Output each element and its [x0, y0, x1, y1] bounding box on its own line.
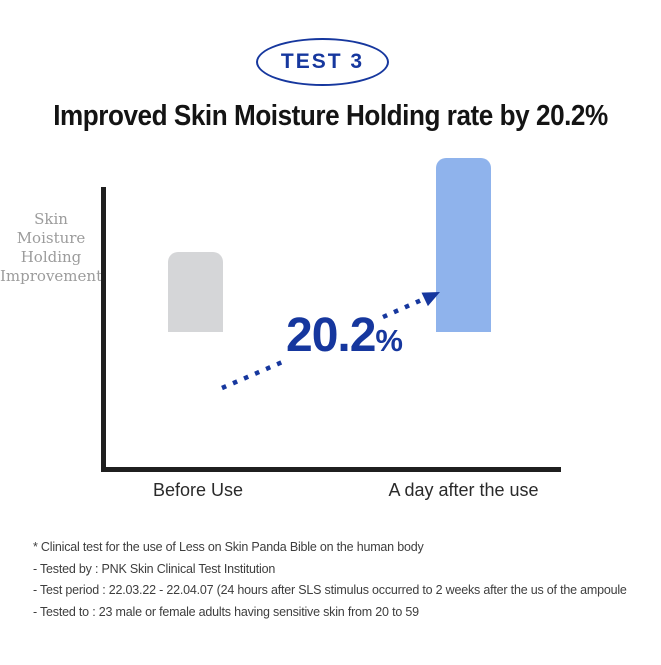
x-axis-line	[101, 467, 561, 472]
test-badge: TEST 3	[256, 38, 389, 86]
footnotes: * Clinical test for the use of Less on S…	[33, 537, 643, 623]
bar-after-use	[436, 158, 491, 332]
y-axis-label: Skin Moisture Holding Improvement	[0, 210, 102, 286]
arrow-segment-left	[221, 357, 288, 391]
x-tick-label-after-use: A day after the use	[388, 480, 539, 500]
footnote-line: * Clinical test for the use of Less on S…	[33, 540, 424, 554]
y-axis-label-line: Holding	[20, 248, 82, 266]
y-axis-label-line: Moisture	[16, 229, 86, 247]
y-axis-label-line: Skin	[34, 210, 68, 228]
footnote-line: - Test period : 22.03.22 - 22.04.07 (24 …	[33, 583, 627, 597]
percent-sign: %	[375, 323, 403, 358]
increase-arrow	[221, 292, 440, 391]
page-title: Improved Skin Moisture Holding rate by 2…	[53, 100, 608, 132]
test-badge-label: TEST 3	[280, 50, 365, 73]
y-axis-label-line: Improvement	[0, 267, 103, 285]
footnote-line: - Tested to : 23 male or female adults h…	[33, 604, 419, 619]
arrow-segment-right	[382, 295, 427, 320]
y-axis-line	[101, 187, 106, 472]
bar-before-use	[168, 252, 223, 332]
increase-value: 20.2	[286, 309, 376, 362]
footnote-line: - Tested by : PNK Skin Clinical Test Ins…	[33, 561, 276, 576]
increase-annotation: 20.2%	[262, 308, 427, 363]
x-tick-label-before-use: Before Use	[152, 480, 244, 500]
bar-chart: Skin Moisture Holding Improvement 20.2% …	[0, 158, 561, 500]
arrow-head	[421, 292, 440, 307]
